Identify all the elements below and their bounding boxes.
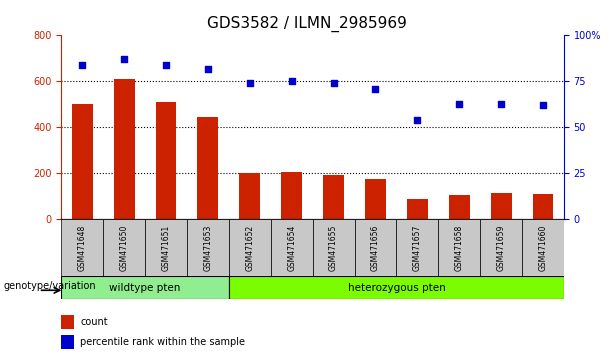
Text: GDS3582 / ILMN_2985969: GDS3582 / ILMN_2985969 (207, 16, 406, 32)
Bar (407, 199, 428, 219)
Bar (113, 79, 135, 219)
Text: genotype/variation: genotype/variation (3, 281, 96, 291)
Point (161, 62, 171, 68)
Text: GSM471660: GSM471660 (538, 224, 547, 271)
FancyBboxPatch shape (103, 219, 145, 276)
Point (496, 101, 506, 106)
Text: GSM471654: GSM471654 (287, 224, 296, 271)
FancyBboxPatch shape (313, 219, 354, 276)
FancyBboxPatch shape (187, 219, 229, 276)
Text: GSM471648: GSM471648 (78, 225, 87, 271)
Text: GSM471656: GSM471656 (371, 224, 380, 271)
Point (370, 86, 380, 92)
Text: heterozygous pten: heterozygous pten (348, 282, 445, 293)
Text: GSM471657: GSM471657 (413, 224, 422, 271)
Bar (61, 315, 74, 329)
Point (538, 103, 548, 108)
FancyBboxPatch shape (229, 276, 564, 299)
Bar (449, 195, 470, 219)
FancyBboxPatch shape (61, 276, 229, 299)
Point (119, 57, 129, 62)
Bar (323, 175, 344, 219)
Text: percentile rank within the sample: percentile rank within the sample (80, 337, 245, 347)
Bar (239, 173, 261, 219)
Text: wildtype pten: wildtype pten (109, 282, 181, 293)
FancyBboxPatch shape (61, 219, 103, 276)
Bar (197, 117, 218, 219)
Bar (490, 193, 512, 219)
Text: GSM471651: GSM471651 (161, 225, 170, 271)
Text: GSM471658: GSM471658 (455, 225, 464, 271)
Bar (61, 335, 74, 348)
Point (454, 101, 464, 106)
Point (203, 66, 213, 72)
FancyBboxPatch shape (397, 219, 438, 276)
FancyBboxPatch shape (480, 219, 522, 276)
Bar (156, 102, 177, 219)
Point (77, 62, 87, 68)
Point (287, 79, 297, 84)
Text: GSM471655: GSM471655 (329, 224, 338, 271)
FancyBboxPatch shape (438, 219, 480, 276)
Bar (365, 179, 386, 219)
Point (329, 80, 338, 86)
Bar (281, 172, 302, 219)
Point (245, 80, 255, 86)
FancyBboxPatch shape (145, 219, 187, 276)
FancyBboxPatch shape (229, 219, 271, 276)
FancyBboxPatch shape (271, 219, 313, 276)
Bar (72, 104, 93, 219)
Text: GSM471653: GSM471653 (204, 224, 213, 271)
Bar (533, 194, 554, 219)
Text: GSM471659: GSM471659 (497, 224, 506, 271)
FancyBboxPatch shape (354, 219, 397, 276)
FancyBboxPatch shape (522, 219, 564, 276)
Text: GSM471650: GSM471650 (120, 224, 129, 271)
Point (413, 117, 422, 123)
Text: GSM471652: GSM471652 (245, 225, 254, 271)
Text: count: count (80, 318, 108, 327)
